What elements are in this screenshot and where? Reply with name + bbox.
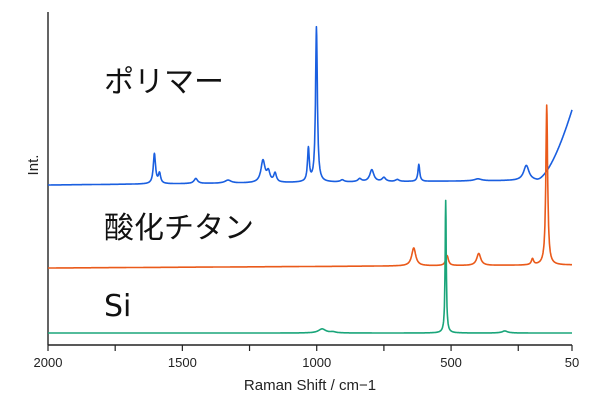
x-ticks: 2000 1500 1000 500 50 <box>34 345 579 370</box>
x-axis-title: Raman Shift / cm−1 <box>244 377 376 394</box>
label-si: Si <box>104 289 131 324</box>
label-polymer: ポリマー <box>104 65 224 100</box>
series-line-si <box>47 199 573 334</box>
series-line-polymer <box>47 25 573 186</box>
x-tick-label: 2000 <box>34 355 63 370</box>
x-tick-label: 500 <box>440 355 462 370</box>
x-tick-label: 50 <box>565 355 579 370</box>
y-axis-title: Int. <box>25 155 42 176</box>
label-tio2: 酸化チタン <box>104 211 254 246</box>
x-tick-label: 1000 <box>302 355 331 370</box>
series-group <box>47 25 573 334</box>
x-tick-label: 1500 <box>168 355 197 370</box>
series-line-tio2 <box>47 104 573 269</box>
